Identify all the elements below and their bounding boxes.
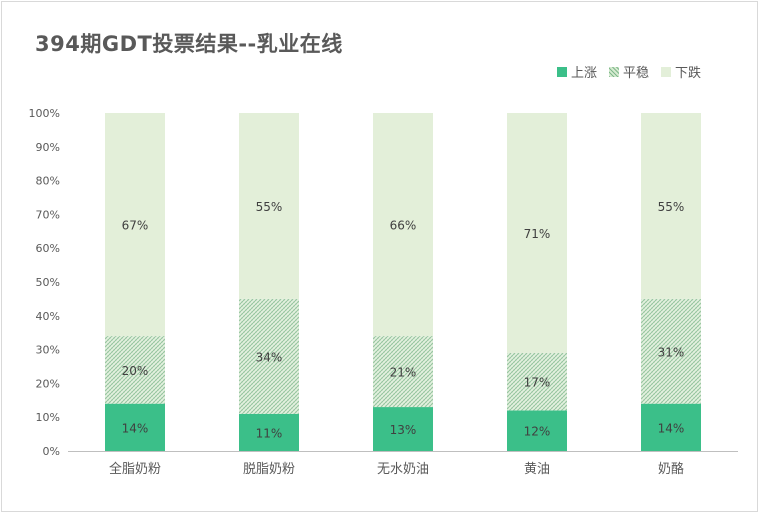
bar-segment-flat <box>373 336 433 408</box>
bar-segment-rise <box>239 413 299 451</box>
x-axis: 全脂奶粉 脱脂奶粉 无水奶油 黄油 奶酪 <box>68 451 738 477</box>
x-category-label: 无水奶油 <box>377 462 429 477</box>
y-tick-label: 80% <box>36 175 60 188</box>
legend-swatch-fall <box>660 66 671 77</box>
y-tick-label: 60% <box>36 242 60 255</box>
bar-segment-fall <box>105 113 165 337</box>
bar-segment-flat <box>507 352 567 411</box>
bar-segment-rise <box>373 407 433 451</box>
bars: 14% 20% 67% 11% 34% 55% 13% 21% 66% 12% 17% 71% 14% 3… <box>105 113 701 451</box>
y-axis: 0% 10% 20% 30% 40% 50% 60% 70% 80% 90% 100% <box>29 107 60 458</box>
y-tick-label: 10% <box>36 411 60 424</box>
bar-segment-fall <box>641 113 701 299</box>
data-label-rise: 14% <box>658 421 685 435</box>
y-tick-label: 40% <box>36 310 60 323</box>
bar-segment-rise <box>105 403 165 451</box>
bar-segment-flat <box>239 298 299 414</box>
y-tick-label: 90% <box>36 141 60 154</box>
data-label-rise: 12% <box>524 425 551 439</box>
legend-label-rise: 上涨 <box>570 66 597 81</box>
data-label-rise: 14% <box>122 421 149 435</box>
bar-segment-fall <box>373 113 433 337</box>
y-tick-label: 100% <box>29 107 60 120</box>
y-tick-label: 50% <box>36 276 60 289</box>
legend-item-rise: 上涨 <box>556 62 597 81</box>
data-label-fall: 55% <box>658 200 685 214</box>
legend: 上涨 平稳 下跌 <box>556 62 701 81</box>
y-tick-label: 0% <box>43 445 60 458</box>
data-label-fall: 66% <box>390 219 417 233</box>
bar-segment-flat <box>105 336 165 404</box>
data-label-fall: 67% <box>122 219 149 233</box>
legend-item-flat: 平稳 <box>608 62 649 81</box>
legend-swatch-flat <box>608 66 619 77</box>
bar-segment-fall <box>507 113 567 353</box>
bar-segment-flat <box>641 298 701 404</box>
x-category-label: 奶酪 <box>658 461 684 477</box>
x-category-label: 脱脂奶粉 <box>243 462 295 477</box>
legend-item-fall: 下跌 <box>660 62 701 81</box>
data-label-rise: 11% <box>256 426 283 440</box>
data-label-flat: 31% <box>658 345 685 359</box>
data-label-flat: 20% <box>122 364 149 378</box>
bar-segment-rise <box>507 410 567 451</box>
data-label-flat: 17% <box>524 376 551 390</box>
x-category-label: 黄油 <box>524 462 550 477</box>
data-label-fall: 71% <box>524 227 551 241</box>
legend-label-flat: 平稳 <box>622 66 649 81</box>
chart-title: 394期GDT投票结果--乳业在线 <box>35 32 343 56</box>
x-category-label: 全脂奶粉 <box>109 461 161 477</box>
bar-segment-fall <box>239 113 299 299</box>
bar-segment-rise <box>641 403 701 451</box>
y-tick-label: 20% <box>36 377 60 390</box>
data-label-fall: 55% <box>256 200 283 214</box>
legend-swatch-rise <box>556 66 567 77</box>
y-tick-label: 70% <box>36 208 60 221</box>
data-label-flat: 34% <box>256 350 283 364</box>
data-label-flat: 21% <box>390 366 417 380</box>
legend-label-fall: 下跌 <box>674 66 701 81</box>
y-tick-label: 30% <box>36 344 60 357</box>
data-label-rise: 13% <box>390 423 417 437</box>
